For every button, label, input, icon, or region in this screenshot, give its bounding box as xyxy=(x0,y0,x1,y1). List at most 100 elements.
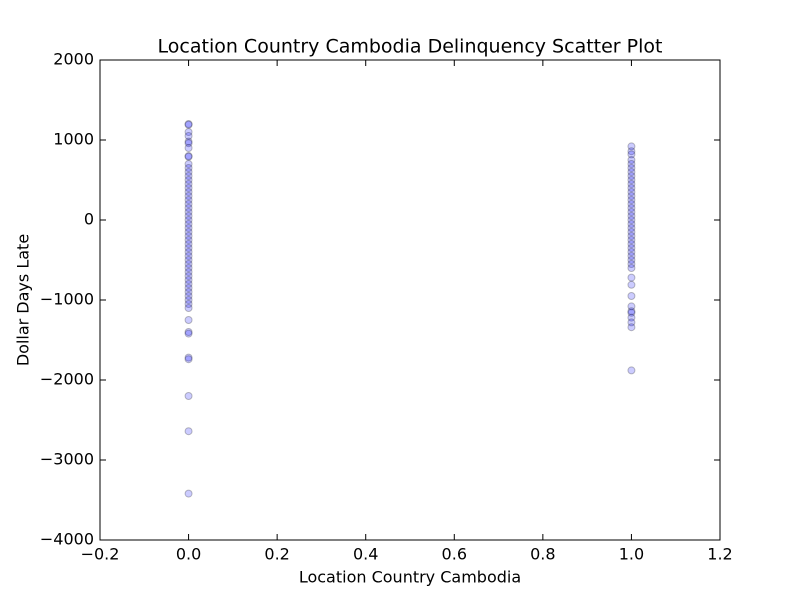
scatter-point xyxy=(627,204,636,212)
scatter-point xyxy=(184,353,193,362)
y-tick-label: −4000 xyxy=(40,530,94,549)
scatter-point xyxy=(184,489,193,498)
scatter-point xyxy=(627,313,636,322)
scatter-point xyxy=(184,184,193,192)
x-tick-label: 0.8 xyxy=(530,545,555,564)
x-tick-label: 0.4 xyxy=(353,545,378,564)
scatter-point xyxy=(627,200,636,208)
scatter-point xyxy=(627,248,636,256)
x-tick-label: 0.0 xyxy=(176,545,201,564)
x-axis-label: Location Country Cambodia xyxy=(299,568,521,587)
plot-frame xyxy=(99,59,721,541)
scatter-point xyxy=(184,288,193,296)
scatter-point xyxy=(184,280,193,288)
scatter-point xyxy=(184,355,193,364)
x-tick-label: 1.0 xyxy=(619,545,644,564)
scatter-point xyxy=(627,273,636,282)
scatter-point xyxy=(184,272,193,280)
scatter-point xyxy=(184,260,193,268)
scatter-point xyxy=(627,236,636,244)
scatter-point xyxy=(184,244,193,252)
scatter-point xyxy=(184,264,193,272)
scatter-point xyxy=(627,264,636,272)
scatter-point xyxy=(627,307,636,316)
scatter-point xyxy=(627,292,636,300)
scatter-point xyxy=(627,147,636,156)
scatter-point xyxy=(184,284,193,292)
scatter-point xyxy=(627,188,636,196)
scatter-point xyxy=(184,176,193,184)
scatter-point xyxy=(184,232,193,240)
scatter-point xyxy=(627,160,636,168)
scatter-point xyxy=(184,152,193,160)
scatter-point xyxy=(627,216,636,224)
scatter-point xyxy=(627,260,636,268)
scatter-point xyxy=(184,172,193,180)
scatter-point xyxy=(184,137,193,146)
x-tick-label: 1.2 xyxy=(707,545,732,564)
scatter-point xyxy=(184,292,193,300)
y-tick-label: 0 xyxy=(84,210,94,229)
scatter-point xyxy=(184,224,193,232)
scatter-point xyxy=(184,427,193,436)
scatter-point xyxy=(627,142,636,151)
y-tick-label: −3000 xyxy=(40,450,94,469)
scatter-point xyxy=(627,150,636,159)
scatter-point xyxy=(184,328,193,336)
scatter-point xyxy=(184,144,193,152)
scatter-point xyxy=(184,168,193,176)
y-tick-label: 2000 xyxy=(53,50,94,69)
y-tick-label: −2000 xyxy=(40,370,94,389)
scatter-point xyxy=(627,168,636,176)
scatter-point xyxy=(627,224,636,232)
scatter-point xyxy=(184,300,193,308)
scatter-point xyxy=(627,172,636,180)
scatter-point xyxy=(184,204,193,212)
scatter-point xyxy=(627,256,636,264)
scatter-point xyxy=(184,220,193,228)
scatter-point xyxy=(627,308,636,317)
scatter-point xyxy=(184,128,193,136)
scatter-point xyxy=(184,120,193,129)
scatter-point xyxy=(184,296,193,304)
x-tick-label: 0.6 xyxy=(442,545,467,564)
scatter-point xyxy=(627,366,636,375)
scatter-point xyxy=(627,232,636,240)
scatter-point xyxy=(184,236,193,244)
x-tick-label: −0.2 xyxy=(81,545,120,564)
scatter-point xyxy=(184,160,193,168)
scatter-point xyxy=(627,323,636,332)
scatter-point xyxy=(627,280,636,289)
scatter-point xyxy=(184,192,193,200)
scatter-point xyxy=(184,256,193,264)
scatter-point xyxy=(184,316,193,324)
scatter-point xyxy=(184,200,193,208)
scatter-point xyxy=(184,212,193,220)
scatter-point xyxy=(627,252,636,260)
scatter-point xyxy=(627,228,636,236)
scatter-point xyxy=(627,164,636,172)
scatter-point xyxy=(627,212,636,220)
scatter-point xyxy=(184,248,193,256)
scatter-point xyxy=(184,196,193,204)
scatter-point xyxy=(627,196,636,204)
scatter-point xyxy=(184,120,193,128)
scatter-point xyxy=(184,164,193,172)
scatter-point xyxy=(627,244,636,252)
scatter-point xyxy=(627,180,636,188)
chart-title: Location Country Cambodia Delinquency Sc… xyxy=(158,36,663,58)
scatter-point xyxy=(627,176,636,184)
scatter-point xyxy=(627,302,636,311)
scatter-point xyxy=(184,228,193,236)
scatter-point xyxy=(627,192,636,200)
scatter-point xyxy=(184,152,193,161)
scatter-point xyxy=(184,276,193,284)
scatter-point xyxy=(627,220,636,228)
scatter-point xyxy=(184,139,193,148)
scatter-point xyxy=(184,132,193,140)
scatter-point xyxy=(184,268,193,276)
scatter-point xyxy=(184,252,193,260)
y-tick-label: 1000 xyxy=(53,130,94,149)
